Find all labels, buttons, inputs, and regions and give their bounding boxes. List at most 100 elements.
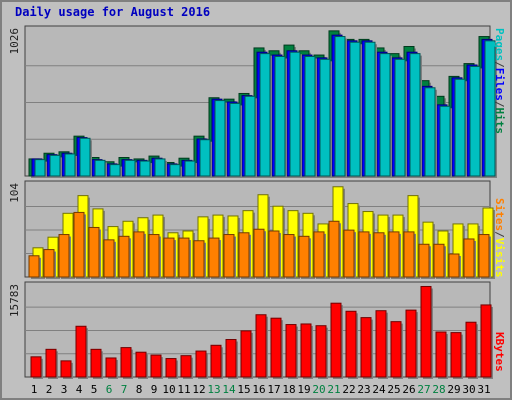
pages-bar-body bbox=[184, 160, 196, 177]
x-tick-label: 9 bbox=[151, 383, 158, 396]
pages-bar bbox=[274, 55, 287, 178]
legend-sites-visits-item: Visits bbox=[493, 238, 506, 278]
sites-bar-body bbox=[28, 255, 40, 278]
sites-bar-body bbox=[193, 240, 205, 278]
kbytes-bar bbox=[180, 355, 193, 379]
sites-bar bbox=[43, 249, 56, 279]
kbytes-panel-ymax-label: 15783 bbox=[8, 284, 21, 317]
kbytes-bar-body bbox=[450, 332, 462, 378]
kbytes-bar-body bbox=[270, 317, 282, 378]
kbytes-bar-body bbox=[360, 317, 372, 378]
kbytes-bar-body bbox=[285, 324, 297, 378]
pages-bar-body bbox=[124, 159, 136, 177]
pages-bar bbox=[394, 58, 407, 178]
pages-bar bbox=[214, 100, 227, 178]
kbytes-bar bbox=[45, 348, 58, 379]
sites-bar-body bbox=[478, 234, 490, 278]
x-tick-label: 21 bbox=[327, 383, 340, 396]
sites-bar-body bbox=[253, 228, 265, 278]
legend-pages-files-hits-item: Hits bbox=[493, 108, 506, 135]
pages-bar-body bbox=[109, 164, 121, 177]
sites-bar-body bbox=[223, 234, 235, 278]
x-tick-label: 25 bbox=[387, 383, 400, 396]
pages-bar bbox=[169, 164, 182, 178]
legend-pages-files-hits-item: / bbox=[493, 101, 506, 108]
pages-bar bbox=[349, 41, 362, 178]
kbytes-bar bbox=[480, 304, 493, 379]
sites-bar bbox=[478, 234, 491, 279]
x-tick-label: 29 bbox=[447, 383, 460, 396]
sites-bar bbox=[358, 231, 371, 279]
kbytes-bar-body bbox=[345, 310, 357, 378]
sites-bar bbox=[268, 230, 281, 279]
x-tick-label: 23 bbox=[357, 383, 370, 396]
x-tick-label: 13 bbox=[207, 383, 220, 396]
pages-bar-body bbox=[49, 154, 61, 177]
kbytes-bar bbox=[465, 321, 478, 379]
kbytes-bar-body bbox=[420, 285, 432, 378]
pages-bar-body bbox=[169, 164, 181, 177]
pages-bar-body bbox=[424, 87, 436, 177]
pages-bar bbox=[319, 58, 332, 178]
kbytes-bar-body bbox=[195, 350, 207, 378]
kbytes-bar-body bbox=[165, 358, 177, 378]
x-tick-label: 28 bbox=[432, 383, 445, 396]
sites-bar bbox=[373, 232, 386, 279]
kbytes-bar bbox=[390, 321, 403, 379]
legend-pages-files-hits-item: Pages bbox=[493, 28, 506, 61]
kbytes-bar-body bbox=[375, 310, 387, 378]
kbytes-bar-body bbox=[435, 331, 447, 378]
sites-bar-body bbox=[448, 253, 460, 278]
x-tick-label: 11 bbox=[177, 383, 190, 396]
sites-bar bbox=[463, 238, 476, 279]
sites-bar bbox=[133, 231, 146, 279]
sites-bar-body bbox=[358, 231, 370, 278]
sites-bar bbox=[388, 231, 401, 279]
kbytes-bar bbox=[30, 356, 43, 379]
x-tick-label: 26 bbox=[402, 383, 415, 396]
sites-bar-body bbox=[208, 237, 220, 278]
pages-bar bbox=[289, 51, 302, 178]
x-tick-label: 2 bbox=[46, 383, 53, 396]
pages-bar-body bbox=[304, 55, 316, 177]
chart-title: Daily usage for August 2016 bbox=[15, 5, 211, 19]
kbytes-bar-body bbox=[390, 321, 402, 378]
pages-bar bbox=[364, 41, 377, 178]
legend-sites-visits-item: / bbox=[493, 231, 506, 238]
kbytes-bar-body bbox=[30, 356, 42, 378]
sites-bar-body bbox=[373, 232, 385, 278]
kbytes-bar bbox=[315, 325, 328, 379]
sites-bar bbox=[58, 234, 71, 279]
sites-bar-body bbox=[313, 231, 325, 278]
sites-bar bbox=[238, 232, 251, 279]
sites-bar bbox=[433, 243, 446, 279]
sites-bar-body bbox=[43, 249, 55, 278]
pages-bar-body bbox=[289, 51, 301, 177]
kbytes-bar bbox=[420, 285, 433, 379]
x-tick-label: 27 bbox=[417, 383, 430, 396]
pages-bar-body bbox=[394, 58, 406, 177]
x-tick-label: 6 bbox=[106, 383, 113, 396]
pages-bar-body bbox=[34, 159, 46, 177]
kbytes-bar-body bbox=[180, 355, 192, 378]
kbytes-bar bbox=[195, 350, 208, 379]
kbytes-bar-body bbox=[45, 348, 57, 378]
legend-pages-files-hits-item: Files bbox=[493, 68, 506, 101]
sites-bar-body bbox=[58, 234, 70, 278]
x-tick-label: 1 bbox=[31, 383, 38, 396]
x-tick-label: 22 bbox=[342, 383, 355, 396]
kbytes-bar bbox=[210, 344, 223, 379]
kbytes-bar-body bbox=[480, 304, 492, 378]
kbytes-bar-body bbox=[405, 309, 417, 378]
pages-bar bbox=[199, 139, 212, 178]
pages-bar-body bbox=[454, 78, 466, 177]
pages-bar bbox=[424, 87, 437, 178]
pages-bar-body bbox=[409, 53, 421, 177]
sites-bar-body bbox=[463, 238, 475, 278]
pages-bar-body bbox=[229, 102, 241, 177]
sites-bar bbox=[298, 235, 311, 279]
legend-sites-visits-item: Sites bbox=[493, 198, 506, 231]
legend-kbytes: KBytes bbox=[493, 332, 506, 372]
kbytes-bar bbox=[120, 347, 133, 379]
kbytes-bar-body bbox=[75, 325, 87, 378]
